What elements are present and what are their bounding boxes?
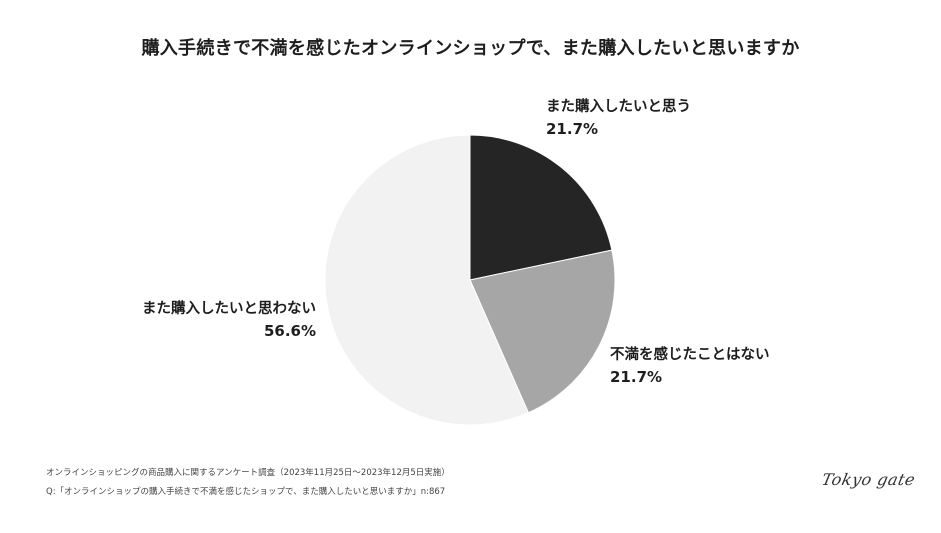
- slice-label-name: また購入したいと思わない: [142, 301, 316, 317]
- slice-label-name: 不満を感じたことはない: [610, 347, 770, 363]
- slice-will-not-repurchase: [324, 134, 530, 426]
- question-footnote: Q:「オンラインショップの購入手続きで不満を感じたショップで、また購入したいと思…: [46, 487, 446, 497]
- slice-label-percent: 21.7%: [610, 368, 663, 386]
- brand-logo: Tokyo gate: [819, 470, 918, 489]
- slice-label-never-dissatisfied: 不満を感じたことはない 21.7%: [610, 344, 770, 388]
- slice-label-percent: 56.6%: [263, 322, 316, 340]
- pie-slices: [324, 134, 616, 426]
- slice-label-percent: 21.7%: [546, 120, 599, 138]
- slice-label-will-repurchase: また購入したいと思う 21.7%: [546, 96, 691, 140]
- survey-footnote: オンラインショッピングの商品購入に関するアンケート調査（2023年11月25日〜…: [46, 468, 450, 478]
- slice-never-dissatisfied: [469, 249, 616, 414]
- chart-title: 購入手続きで不満を感じたオンラインショップで、また購入したいと思いますか: [141, 38, 800, 59]
- slice-will-repurchase: [469, 134, 613, 281]
- slice-label-name: また購入したいと思う: [546, 99, 691, 115]
- slice-label-will-not-repurchase: また購入したいと思わない 56.6%: [110, 298, 316, 342]
